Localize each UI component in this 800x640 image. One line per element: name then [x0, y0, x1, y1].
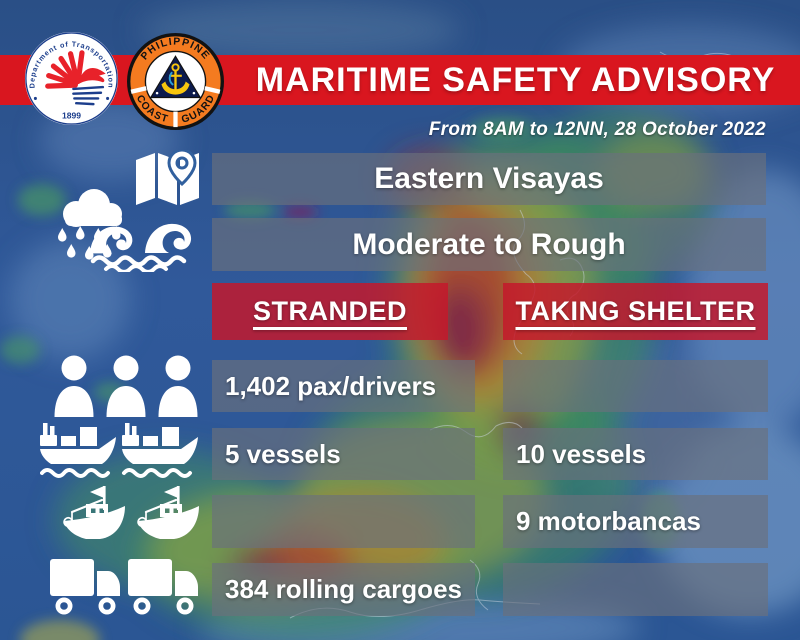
stranded-header: STRANDED [212, 283, 448, 340]
area-bar: Eastern Visayas [212, 153, 766, 205]
shelter-pax-cell [503, 360, 768, 412]
advisory-period: From 8AM to 12NN, 28 October 2022 [428, 119, 766, 140]
fishing-boat-icon [62, 486, 202, 552]
cargo-ship-icon [40, 420, 200, 480]
stranded-motorbancas-cell [212, 495, 475, 548]
page-title: MARITIME SAFETY ADVISORY [255, 60, 776, 99]
shelter-cargoes-cell [503, 563, 768, 616]
map-icon [136, 150, 200, 212]
dotr-stripes [72, 85, 105, 106]
dotr-eagle-head [78, 67, 106, 85]
truck-icon [50, 559, 200, 615]
dotr-logo: Department of Transportation 1899 [24, 31, 119, 126]
pcg-logo: PHILIPPINE COAST GUARD [127, 33, 224, 130]
stranded-vessels-cell: 5 vessels [212, 428, 475, 480]
area-label: Eastern Visayas [374, 162, 604, 195]
pcg-anchor [161, 63, 190, 95]
sea-condition-label: Moderate to Rough [352, 227, 626, 261]
waves-icon [90, 220, 200, 272]
sea-condition-bar: Moderate to Rough [212, 218, 766, 271]
stranded-header-label: STRANDED [252, 296, 407, 326]
pcg-ring-separators [130, 86, 221, 128]
dotr-fan [45, 50, 85, 89]
taking-shelter-header: TAKING SHELTER [503, 283, 768, 340]
dotr-year: 1899 [62, 110, 81, 120]
stranded-cargoes-cell: 384 rolling cargoes [212, 563, 475, 616]
shelter-vessels-cell: 10 vessels [503, 428, 768, 480]
shelter-motorbancas-cell: 9 motorbancas [503, 495, 768, 548]
rain-cloud-icon [56, 184, 136, 262]
stranded-pax-cell: 1,402 pax/drivers [212, 360, 475, 412]
people-icon [52, 355, 202, 417]
banner: MARITIME SAFETY ADVISORY [0, 55, 800, 105]
taking-shelter-header-label: TAKING SHELTER [515, 296, 756, 326]
